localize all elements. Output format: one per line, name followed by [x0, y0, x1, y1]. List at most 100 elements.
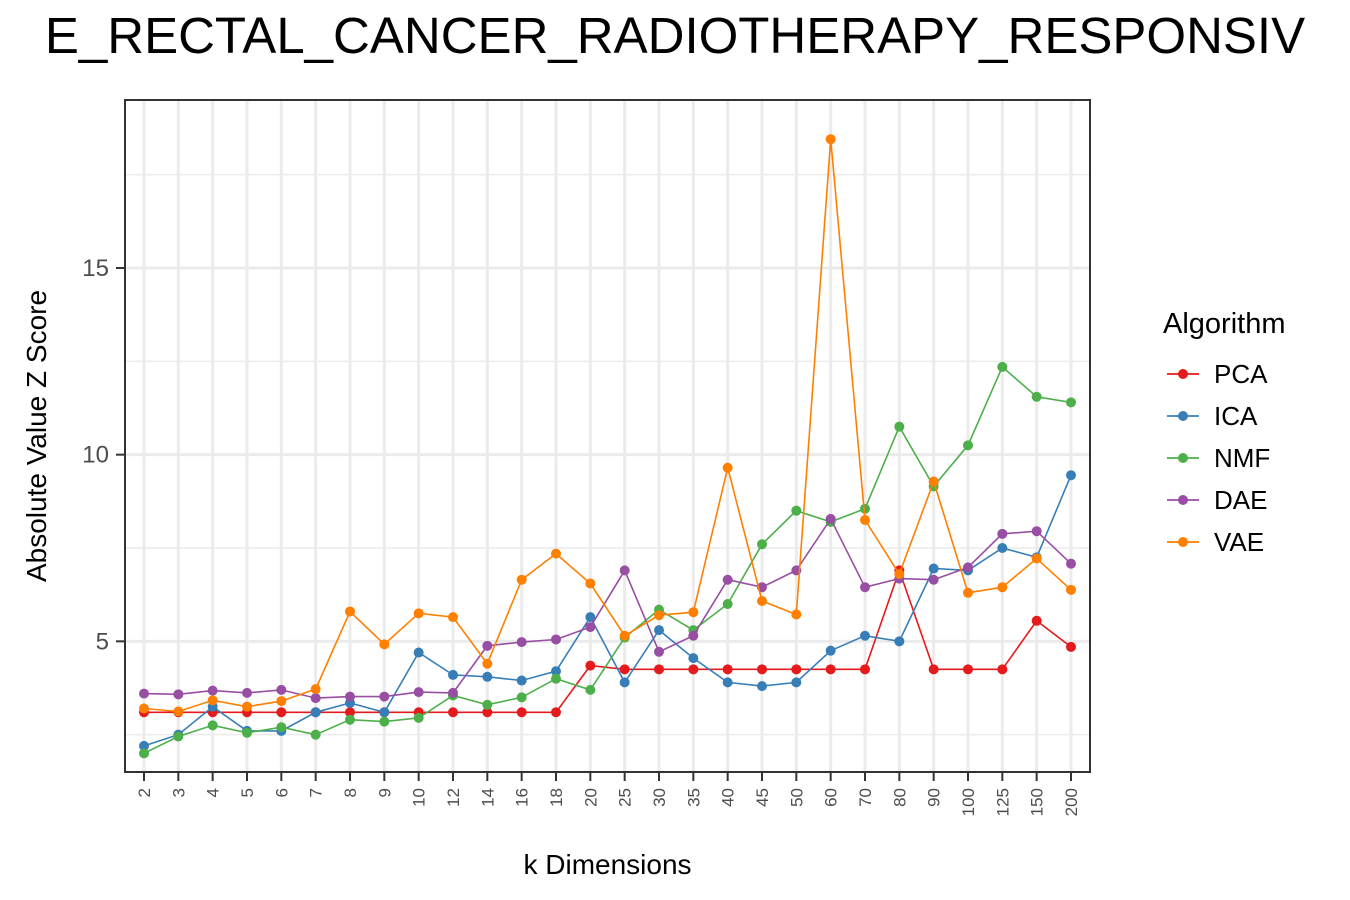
x-tick-label: 100 [959, 788, 978, 816]
data-point-dae [928, 574, 939, 585]
x-tick-label: 25 [616, 788, 635, 807]
data-point-nmf [757, 539, 767, 550]
data-point-dae [310, 693, 321, 704]
series-vae [139, 134, 1076, 717]
data-point-ica [688, 653, 699, 664]
data-point-dae [997, 528, 1008, 539]
data-point-vae [207, 695, 218, 706]
x-tick-label: 20 [581, 788, 600, 807]
legend-item-ica: ICA [1167, 401, 1258, 431]
x-tick-label: 150 [1028, 788, 1047, 816]
data-point-dae [860, 582, 870, 593]
data-point-pca [928, 664, 939, 675]
series-line-nmf [143, 365, 1072, 755]
legend-key-point [1178, 411, 1188, 421]
data-point-nmf [516, 692, 527, 703]
data-point-nmf [413, 712, 424, 723]
data-point-ica [413, 647, 424, 658]
data-point-dae [345, 691, 355, 702]
data-point-pca [585, 660, 596, 671]
data-point-vae [551, 548, 561, 559]
data-point-nmf [791, 505, 802, 516]
data-point-pca [722, 664, 733, 675]
y-tick-label: 10 [82, 442, 109, 469]
data-point-dae [722, 574, 733, 585]
data-point-vae [310, 684, 321, 695]
data-point-ica [619, 677, 630, 688]
data-point-ica [139, 740, 149, 751]
data-point-nmf [997, 361, 1008, 372]
y-tick-label: 15 [82, 255, 109, 282]
legend-key-point [1178, 537, 1188, 547]
data-point-dae [379, 691, 390, 702]
data-point-pca [619, 664, 630, 675]
y-axis-title: Absolute Value Z Score [21, 290, 52, 582]
data-point-vae [379, 639, 390, 650]
series-line-ica [143, 474, 1072, 747]
data-point-vae [894, 569, 905, 580]
data-point-vae [585, 578, 596, 589]
data-point-dae [516, 637, 527, 648]
x-tick-label: 12 [444, 788, 463, 807]
x-tick-label: 90 [925, 788, 944, 807]
data-point-pca [860, 664, 870, 675]
x-tick-label: 125 [993, 788, 1012, 816]
x-tick-label: 2 [135, 788, 154, 797]
x-tick-label: 40 [719, 788, 738, 807]
data-point-nmf [310, 729, 321, 740]
data-point-ica [997, 543, 1008, 553]
data-point-dae [207, 685, 218, 696]
series-line-vae [143, 139, 1072, 713]
legend-key-point [1178, 495, 1188, 505]
data-point-ica [1066, 470, 1076, 481]
data-point-dae [551, 634, 561, 645]
legend-label-pca: PCA [1214, 359, 1268, 389]
data-point-vae [516, 574, 527, 585]
legend-item-nmf: NMF [1167, 443, 1270, 473]
legend-item-pca: PCA [1167, 359, 1268, 389]
data-point-pca [1066, 641, 1076, 652]
legend-label-ica: ICA [1214, 401, 1258, 431]
data-point-pca [448, 707, 458, 718]
data-point-pca [1031, 615, 1042, 626]
x-tick-label: 14 [478, 788, 497, 807]
data-point-vae [997, 582, 1008, 593]
data-point-vae [825, 134, 836, 145]
data-point-pca [791, 664, 802, 675]
data-point-ica [894, 636, 905, 647]
data-point-pca [963, 664, 973, 675]
data-point-pca [516, 707, 527, 718]
x-tick-label: 60 [822, 788, 841, 807]
data-point-vae [345, 606, 355, 617]
data-point-pca [276, 707, 287, 718]
data-point-pca [482, 707, 493, 718]
data-point-vae [619, 630, 630, 641]
data-point-vae [413, 608, 424, 619]
series-lines [139, 134, 1076, 759]
x-tick-label: 45 [753, 788, 772, 807]
data-point-pca [757, 664, 767, 675]
data-point-pca [345, 707, 355, 718]
data-point-ica [825, 645, 836, 656]
legend-item-vae: VAE [1167, 527, 1264, 557]
data-point-ica [551, 666, 561, 677]
data-point-vae [791, 609, 802, 620]
x-tick-label: 4 [204, 788, 223, 797]
data-point-vae [757, 596, 767, 607]
data-point-nmf [963, 440, 973, 451]
data-point-ica [757, 681, 767, 692]
data-point-ica [516, 675, 527, 686]
data-point-dae [242, 687, 252, 698]
legend-item-dae: DAE [1167, 485, 1267, 515]
data-point-dae [1031, 526, 1042, 537]
data-point-nmf [276, 722, 287, 733]
x-tick-label: 18 [547, 788, 566, 807]
data-point-dae [413, 687, 424, 698]
data-point-ica [654, 625, 664, 636]
data-point-nmf [242, 727, 252, 738]
x-tick-label: 16 [513, 788, 532, 807]
data-point-nmf [722, 599, 733, 609]
data-point-dae [276, 684, 287, 695]
data-point-nmf [894, 421, 905, 432]
